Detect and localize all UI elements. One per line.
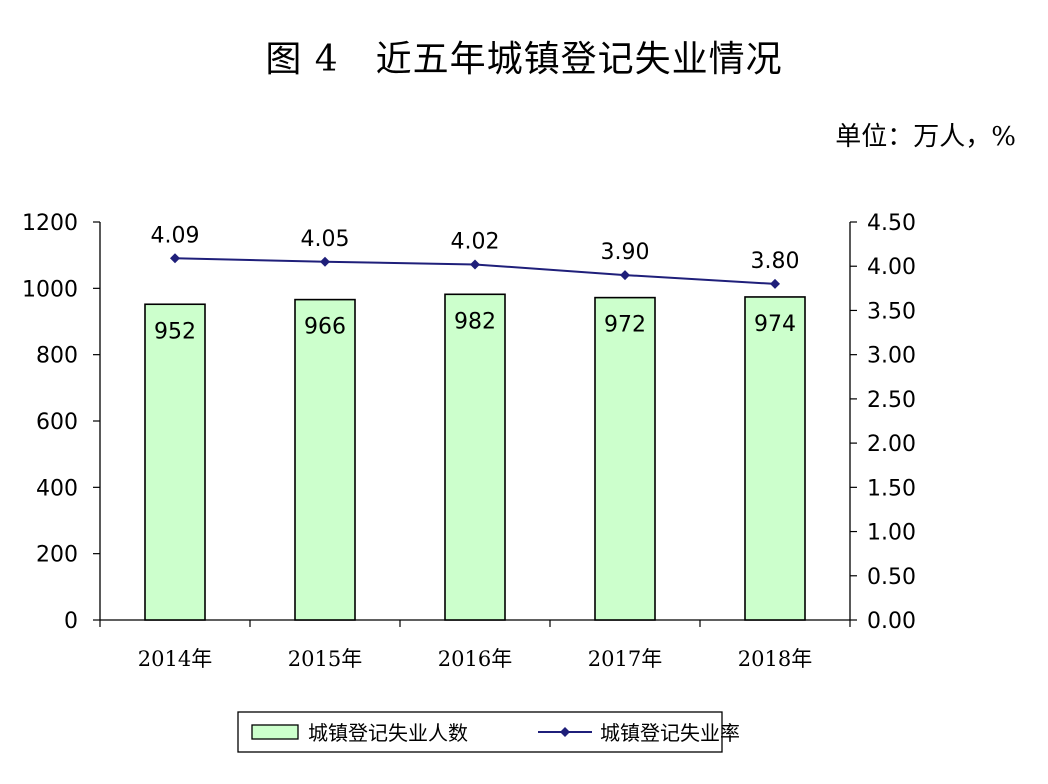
y-right-tick-label: 1.50: [867, 476, 916, 501]
y-right-tick-label: 2.50: [867, 388, 916, 413]
rate-value-label: 4.02: [451, 229, 500, 254]
y-left-tick-label: 1200: [22, 211, 78, 236]
y-left-tick-label: 600: [36, 410, 78, 435]
y-right-tick-label: 0.50: [867, 565, 916, 590]
y-left-tick-label: 200: [36, 543, 78, 568]
bar-value-label: 982: [454, 309, 496, 334]
y-right-tick-label: 3.00: [867, 344, 916, 369]
y-left-tick-label: 1000: [22, 277, 78, 302]
rate-value-label: 3.90: [601, 240, 650, 265]
bar: [744, 296, 806, 621]
bar-value-label: 952: [154, 319, 196, 344]
bar: [594, 296, 656, 621]
y-left-tick-label: 400: [36, 476, 78, 501]
legend-bar-swatch: [251, 724, 299, 740]
rate-value-label: 4.05: [301, 227, 350, 252]
bar: [444, 293, 506, 621]
bar-value-label: 974: [754, 312, 796, 337]
rate-value-label: 3.80: [751, 249, 800, 274]
bar: [144, 303, 206, 621]
x-tick-label: 2017年: [588, 647, 662, 671]
chart-title: 图 4 近五年城镇登记失业情况: [265, 39, 783, 80]
rate-point: [170, 253, 180, 264]
y-right-tick-label: 4.00: [867, 255, 916, 280]
y-right-tick-label: 1.00: [867, 521, 916, 546]
bar-value-label: 966: [304, 315, 346, 340]
y-left-tick-label: 800: [36, 344, 78, 369]
y-right-tick-label: 4.50: [867, 211, 916, 236]
y-right-tick-label: 0.00: [867, 609, 916, 634]
bar-value-label: 972: [604, 313, 646, 338]
rate-point: [770, 278, 780, 289]
x-tick-label: 2015年: [288, 647, 362, 671]
rate-point: [620, 270, 630, 281]
y-right-tick-label: 2.00: [867, 432, 916, 457]
x-tick-label: 2016年: [438, 647, 512, 671]
rate-point: [470, 259, 480, 270]
y-left-tick-label: 0: [64, 609, 78, 634]
legend-line-label: 城镇登记失业率: [600, 721, 740, 745]
x-tick-label: 2018年: [738, 647, 812, 671]
y-right-tick-label: 3.50: [867, 299, 916, 324]
unit-label: 单位：万人，%: [835, 122, 1016, 152]
legend-line-marker: [560, 727, 570, 737]
bar: [294, 298, 356, 621]
rate-value-label: 4.09: [151, 223, 200, 248]
x-tick-label: 2014年: [138, 647, 212, 671]
legend-box: [237, 711, 723, 753]
rate-point: [320, 256, 330, 267]
legend-bar-label: 城镇登记失业人数: [308, 721, 468, 745]
